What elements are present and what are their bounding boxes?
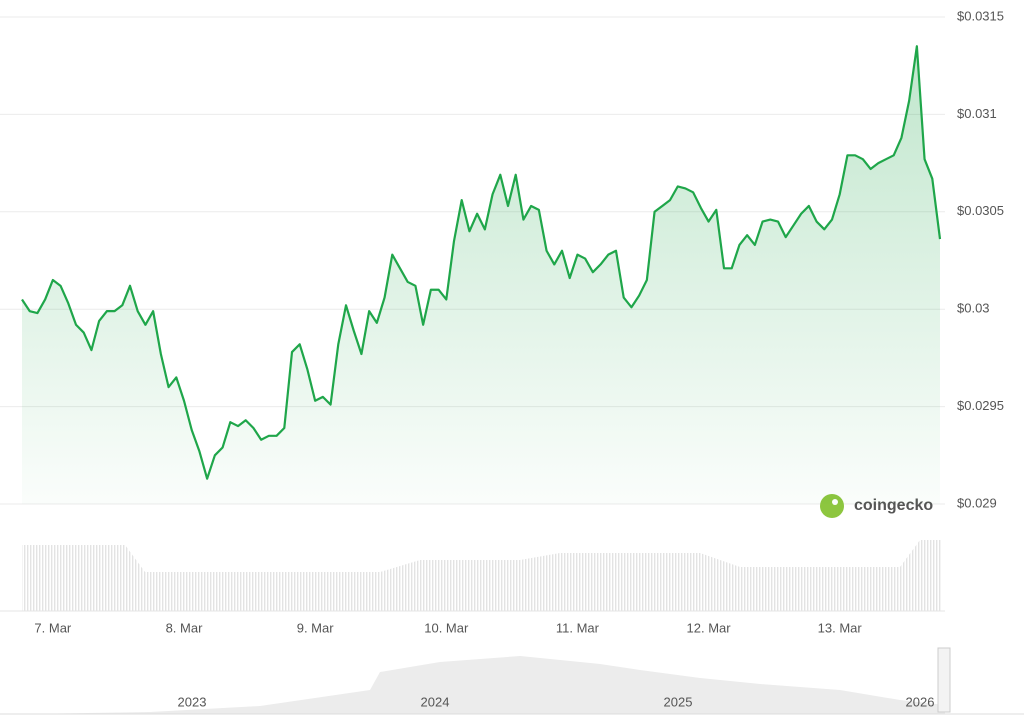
x-tick-label: 8. Mar [166,620,204,635]
navigator-area [22,656,945,714]
navigator-label: 2023 [178,694,207,709]
x-tick-label: 12. Mar [687,620,732,635]
y-tick-label: $0.029 [957,495,997,510]
navigator-label: 2026 [906,694,935,709]
y-tick-label: $0.0295 [957,398,1004,413]
price-line [21,45,942,480]
x-tick-label: 13. Mar [818,620,863,635]
x-tick-label: 11. Mar [556,620,600,635]
navigator-label: 2024 [421,694,450,709]
y-tick-label: $0.0315 [957,8,1004,23]
y-tick-label: $0.031 [957,106,997,121]
price-area [22,46,940,504]
x-tick-label: 9. Mar [297,620,335,635]
y-tick-label: $0.0305 [957,203,1004,218]
y-tick-label: $0.03 [957,301,990,316]
navigator-handle[interactable] [937,647,951,713]
x-tick-label: 10. Mar [424,620,469,635]
navigator-label: 2025 [664,694,693,709]
volume-background [22,540,942,611]
x-tick-label: 7. Mar [34,620,72,635]
